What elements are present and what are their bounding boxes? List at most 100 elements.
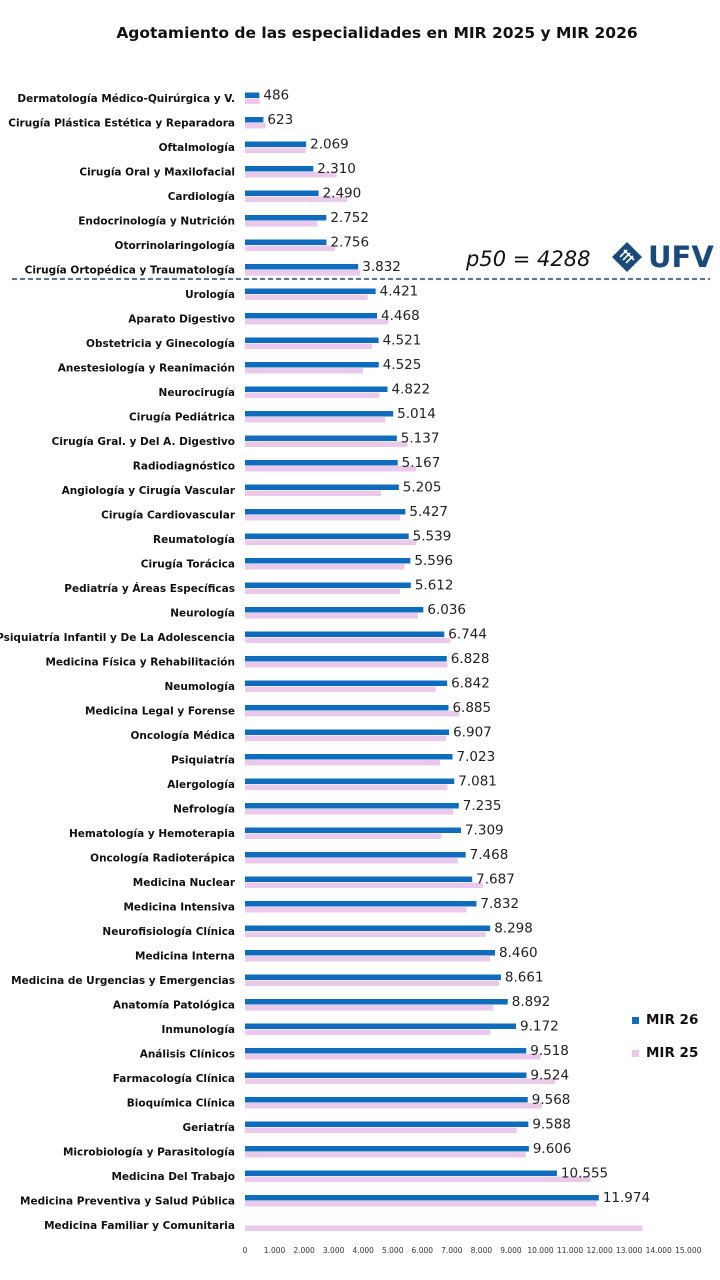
- bar-mir25: [245, 98, 260, 104]
- bar-mir25: [245, 1225, 643, 1231]
- category-label: Cardiología: [168, 191, 235, 203]
- bar-mir26: [245, 827, 461, 833]
- bar-mir25: [245, 882, 483, 888]
- category-label: Oftalmología: [159, 142, 235, 154]
- bar-mir25: [245, 1176, 591, 1182]
- bar-mir26: [245, 362, 379, 368]
- category-label: Endocrinología y Nutrición: [78, 216, 235, 228]
- value-label-mir26: 7.081: [458, 774, 497, 790]
- bar-mir25: [245, 784, 448, 790]
- category-label: Alergología: [167, 779, 235, 791]
- bar-mir26: [245, 803, 459, 809]
- value-label-mir26: 9.172: [520, 1019, 559, 1035]
- bar-mir26: [245, 974, 501, 980]
- bar-mir26: [245, 558, 411, 564]
- legend-item-mir25: MIR 25: [632, 1043, 698, 1063]
- bar-mir25: [245, 1152, 526, 1158]
- bar-mir25: [245, 221, 318, 227]
- bar-mir26: [245, 950, 495, 956]
- bar-mir25: [245, 294, 368, 300]
- category-label: Bioquímica Clínica: [127, 1098, 235, 1110]
- bar-mir26: [245, 313, 378, 319]
- value-label-mir26: 6.885: [452, 700, 491, 716]
- bar-mir26: [245, 705, 449, 711]
- value-label-mir26: 10.555: [561, 1166, 608, 1182]
- category-label: Pediatría y Áreas Específicas: [64, 582, 235, 595]
- bar-mir25: [245, 809, 454, 815]
- value-label-mir26: 5.596: [414, 553, 453, 569]
- bar-mir26: [245, 656, 447, 662]
- category-label: Geriatría: [183, 1122, 236, 1134]
- bar-mir25: [245, 1103, 542, 1109]
- category-label: Medicina Interna: [135, 951, 235, 963]
- bar-mir25: [245, 858, 458, 864]
- x-tick-label: 6.000: [412, 1246, 434, 1255]
- bar-mir26: [245, 999, 508, 1005]
- category-label: Anatomía Patológica: [113, 1000, 235, 1012]
- category-label: Medicina Familiar y Comunitaria: [44, 1220, 235, 1232]
- bar-mir25: [245, 564, 405, 570]
- bar-mir26: [245, 852, 466, 858]
- bar-mir25: [245, 270, 361, 276]
- category-label: Neurología: [170, 608, 235, 620]
- value-label-mir26: 2.069: [310, 137, 349, 153]
- value-label-mir26: 5.539: [413, 529, 452, 545]
- legend-label-mir25: MIR 25: [646, 1045, 699, 1061]
- legend: MIR 26 MIR 25: [632, 1010, 698, 1076]
- bar-mir25: [245, 147, 306, 153]
- category-label: Inmunología: [162, 1024, 236, 1036]
- x-tick-label: 13.000: [616, 1246, 642, 1255]
- category-label: Cirugía Cardiovascular: [101, 510, 236, 522]
- value-label-mir26: 4.822: [391, 382, 430, 398]
- category-label: Obstetricia y Ginecología: [86, 338, 235, 350]
- bar-mir25: [245, 1054, 541, 1060]
- category-label: Medicina Del Trabajo: [111, 1171, 235, 1183]
- category-label: Nefrología: [173, 804, 235, 816]
- bar-mir25: [245, 441, 408, 447]
- bar-mir26: [245, 1121, 529, 1127]
- series-mir26-bars: [245, 92, 599, 1201]
- bar-mir25: [245, 588, 401, 594]
- bar-mir25: [245, 343, 373, 349]
- bar-mir26: [245, 190, 319, 196]
- bar-mir25: [245, 735, 446, 741]
- legend-label-mir26: MIR 26: [646, 1012, 699, 1028]
- category-label: Medicina Nuclear: [133, 877, 236, 889]
- x-tick-label: 4.000: [352, 1246, 374, 1255]
- value-label-mir26: 6.842: [451, 676, 490, 692]
- bar-mir26: [245, 166, 314, 172]
- bar-mir26: [245, 582, 411, 588]
- value-label-mir26: 5.167: [402, 455, 441, 471]
- category-label: Otorrinolaringología: [115, 240, 235, 252]
- value-label-mir26: 4.421: [380, 284, 419, 300]
- category-label: Psiquiatría Infantil y De La Adolescenci…: [0, 632, 235, 644]
- value-label-mir26: 7.023: [457, 749, 496, 765]
- value-label-mir26: 11.974: [603, 1190, 650, 1206]
- bar-mir26: [245, 117, 264, 123]
- bar-mir26: [245, 337, 379, 343]
- category-label: Psiquiatría: [171, 755, 235, 767]
- value-label-mir26: 9.518: [530, 1043, 569, 1059]
- value-label-mir26: 7.309: [465, 823, 504, 839]
- ufv-diamond-logo-icon: [612, 242, 642, 272]
- category-label: Anestesiología y Reanimación: [58, 363, 235, 375]
- bar-mir26: [245, 754, 453, 760]
- value-label-mir26: 8.892: [512, 994, 551, 1010]
- value-label-mir26: 7.687: [476, 872, 515, 888]
- x-tick-label: 15.000: [675, 1246, 701, 1255]
- bar-mir25: [245, 245, 336, 251]
- category-label: Reumatología: [153, 534, 235, 546]
- bar-mir25: [245, 490, 381, 496]
- logo-text: UFV: [648, 240, 714, 274]
- bar-mir26: [245, 1097, 528, 1103]
- value-label-mir26: 4.521: [383, 333, 422, 349]
- category-label: Cirugía Pediátrica: [129, 412, 235, 424]
- series-mir25-bars: [245, 98, 643, 1231]
- value-label-mir26: 2.756: [330, 235, 369, 251]
- bar-mir25: [245, 760, 441, 766]
- bar-mir26: [245, 141, 307, 147]
- x-tick-label: 1.000: [264, 1246, 286, 1255]
- bar-mir25: [245, 123, 266, 129]
- bar-mir25: [245, 980, 500, 986]
- category-label: Medicina de Urgencias y Emergencias: [11, 975, 235, 987]
